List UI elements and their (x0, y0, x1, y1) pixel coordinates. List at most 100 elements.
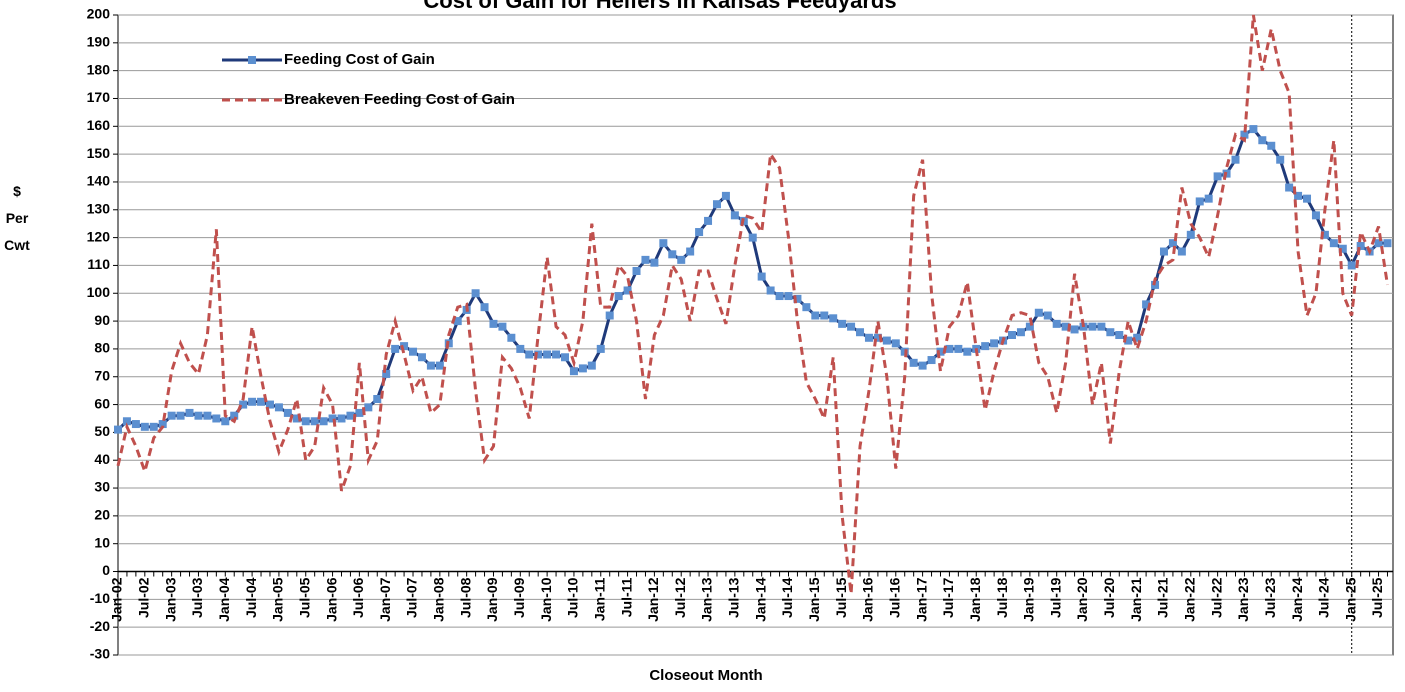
x-tick-label: Jul-05 (296, 577, 312, 618)
marker (757, 272, 766, 281)
marker (677, 255, 686, 264)
marker (140, 422, 149, 431)
marker (605, 311, 614, 320)
y-tick-label: 190 (87, 34, 111, 50)
x-tick-label: Jul-06 (350, 577, 366, 618)
y-tick-label: 30 (94, 479, 110, 495)
y-axis-label: $ Per Cwt (4, 183, 30, 253)
x-tick-label: Jul-20 (1101, 577, 1117, 618)
x-tick-label: Jul-18 (994, 577, 1010, 618)
x-tick-label: Jul-25 (1369, 577, 1385, 618)
x-tick-label: Jul-03 (189, 577, 205, 618)
x-tick-label: Jul-08 (457, 577, 473, 618)
marker (355, 408, 364, 417)
x-tick-label: Jul-10 (565, 577, 581, 618)
marker (176, 411, 185, 420)
marker (963, 347, 972, 356)
marker (283, 408, 292, 417)
marker (561, 353, 569, 362)
legend-label: Feeding Cost of Gain (284, 51, 435, 68)
x-tick-label: Jan-10 (538, 577, 554, 622)
x-tick-label: Jan-22 (1182, 577, 1198, 622)
marker (686, 247, 695, 256)
marker (534, 350, 543, 359)
marker (1106, 328, 1115, 337)
marker (239, 400, 248, 409)
marker (1052, 319, 1061, 328)
marker (203, 411, 212, 420)
y-tick-label: 180 (87, 61, 111, 77)
marker (310, 417, 319, 426)
marker (167, 411, 176, 420)
marker (346, 411, 355, 420)
marker (525, 350, 534, 359)
x-tick-label: Jan-05 (270, 577, 286, 622)
marker (1249, 125, 1258, 134)
x-tick-label: Jan-17 (913, 577, 929, 622)
marker (122, 417, 131, 426)
x-tick-label: Jan-08 (431, 577, 447, 622)
y-tick-label: 170 (87, 89, 111, 105)
marker (212, 414, 221, 423)
x-tick-label: Jul-23 (1262, 577, 1278, 618)
x-tick-label: Jan-02 (109, 577, 125, 622)
marker (1115, 331, 1124, 339)
marker (1311, 211, 1320, 220)
marker (426, 361, 435, 370)
y-tick-label: 50 (94, 423, 110, 439)
marker (114, 425, 122, 434)
plot-area (117, 14, 1394, 656)
x-tick-label: Jan-11 (591, 577, 607, 621)
marker (659, 239, 668, 248)
x-tick-label: Jan-25 (1342, 577, 1358, 622)
x-tick-label: Jan-16 (860, 577, 876, 622)
marker (382, 369, 391, 378)
marker (417, 353, 426, 362)
marker (1374, 239, 1383, 248)
x-tick-label: Jul-14 (779, 577, 795, 618)
marker (1159, 247, 1168, 256)
x-tick-label: Jan-06 (323, 577, 339, 622)
x-tick-label: Jul-02 (136, 577, 152, 618)
marker (328, 414, 337, 423)
x-tick-label: Jan-12 (645, 577, 661, 622)
x-tick-label: Jul-22 (1208, 577, 1224, 618)
marker (668, 250, 677, 259)
marker (802, 303, 811, 312)
x-tick-label: Jul-15 (833, 577, 849, 618)
marker (1097, 322, 1106, 331)
marker (337, 414, 346, 423)
marker (704, 216, 713, 225)
marker (587, 361, 596, 370)
marker (784, 292, 793, 301)
marker (1195, 197, 1204, 206)
x-tick-label: Jan-04 (216, 577, 232, 622)
marker (856, 328, 865, 337)
marker (909, 358, 918, 367)
x-tick-label: Jul-19 (1047, 577, 1063, 618)
marker (1177, 247, 1186, 256)
x-tick-label: Jan-20 (1074, 577, 1090, 622)
x-tick-label: Jan-14 (752, 577, 768, 622)
marker (838, 319, 847, 328)
x-tick-label: Jul-09 (511, 577, 527, 618)
marker (873, 333, 882, 342)
marker (954, 344, 963, 353)
marker (1231, 155, 1240, 164)
y-tick-label: -10 (90, 590, 110, 606)
marker (1186, 230, 1195, 239)
marker (498, 322, 507, 331)
series-line (116, 14, 1389, 594)
marker (650, 258, 659, 267)
legend-label: Breakeven Feeding Cost of Gain (284, 91, 515, 108)
marker (1043, 311, 1052, 320)
y-tick-label: 90 (94, 312, 110, 328)
marker (471, 289, 480, 298)
marker (945, 344, 954, 353)
marker (1329, 239, 1338, 248)
x-tick-label: Jan-13 (699, 577, 715, 622)
marker (721, 191, 730, 200)
y-tick-label: 10 (94, 534, 110, 550)
